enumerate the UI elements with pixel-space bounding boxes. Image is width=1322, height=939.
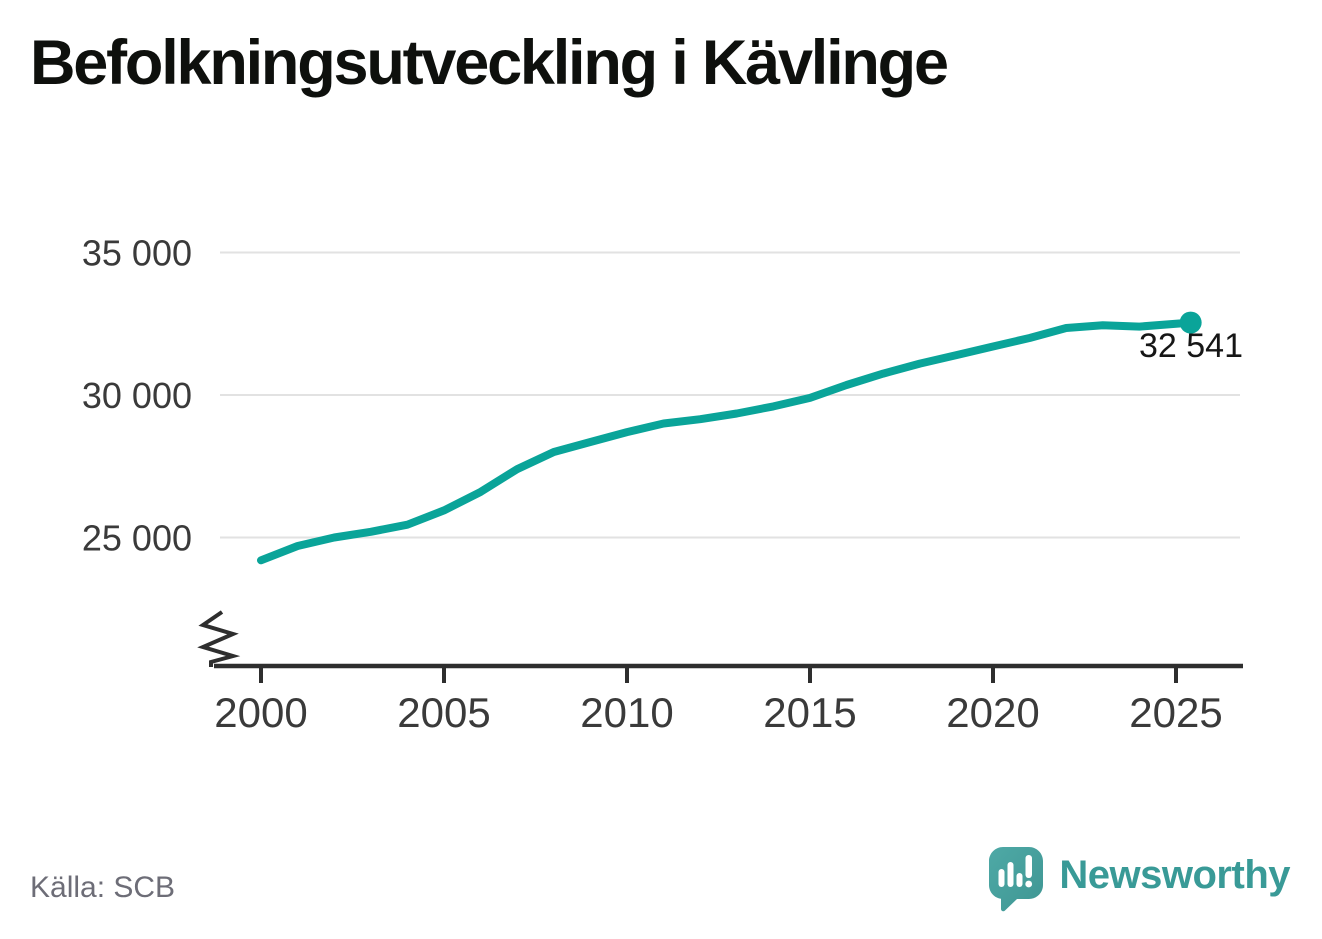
- y-tick-label: 30 000: [82, 375, 192, 416]
- newsworthy-logo-text: Newsworthy: [1059, 853, 1290, 897]
- x-tick-label: 2005: [397, 689, 490, 736]
- chart-title: Befolkningsutveckling i Kävlinge: [30, 28, 949, 98]
- logo-bar-chart-icon: [998, 862, 1023, 887]
- newsworthy-logo: Newsworthy: [989, 847, 1290, 913]
- x-tick-label: 2015: [763, 689, 856, 736]
- x-tick-label: 2020: [946, 689, 1039, 736]
- y-tick-label: 35 000: [82, 233, 192, 274]
- y-axis-break-icon: [197, 610, 241, 667]
- source-note: Källa: SCB: [30, 871, 176, 904]
- newsworthy-logo-icon: [989, 847, 1044, 912]
- population-line: [257, 318, 1195, 565]
- speech-bubble-shape: [989, 847, 1044, 912]
- last-point-marker: [1179, 311, 1202, 334]
- logo-exclamation-icon: [1025, 855, 1033, 888]
- y-tick-label: 25 000: [82, 518, 192, 559]
- last-point-value-label: 32 541: [1139, 327, 1243, 365]
- x-tick-label: 2000: [214, 689, 307, 736]
- x-tick-label: 2010: [580, 689, 673, 736]
- x-tick-label: 2025: [1129, 689, 1222, 736]
